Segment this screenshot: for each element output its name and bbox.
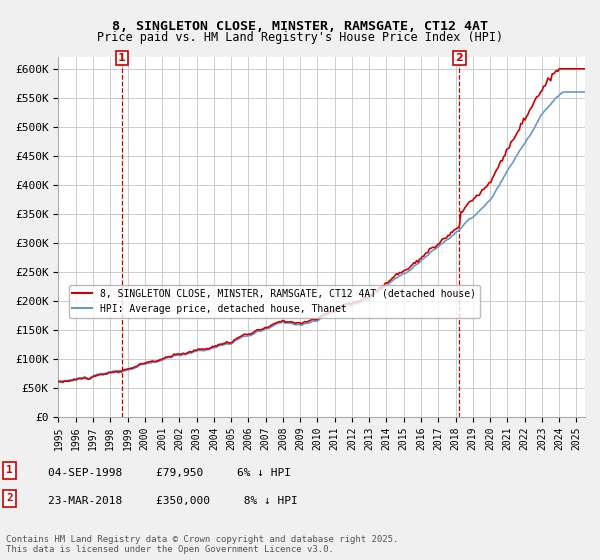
Text: 1: 1 — [118, 53, 126, 63]
Text: 23-MAR-2018     £350,000     8% ↓ HPI: 23-MAR-2018 £350,000 8% ↓ HPI — [48, 496, 298, 506]
Legend: 8, SINGLETON CLOSE, MINSTER, RAMSGATE, CT12 4AT (detached house), HPI: Average p: 8, SINGLETON CLOSE, MINSTER, RAMSGATE, C… — [68, 285, 479, 318]
Text: Price paid vs. HM Land Registry's House Price Index (HPI): Price paid vs. HM Land Registry's House … — [97, 31, 503, 44]
Text: 1: 1 — [6, 465, 13, 475]
Text: 8, SINGLETON CLOSE, MINSTER, RAMSGATE, CT12 4AT: 8, SINGLETON CLOSE, MINSTER, RAMSGATE, C… — [112, 20, 488, 32]
Text: 2: 2 — [455, 53, 463, 63]
Text: Contains HM Land Registry data © Crown copyright and database right 2025.
This d: Contains HM Land Registry data © Crown c… — [6, 535, 398, 554]
Text: 04-SEP-1998     £79,950     6% ↓ HPI: 04-SEP-1998 £79,950 6% ↓ HPI — [48, 468, 291, 478]
Text: 2: 2 — [6, 493, 13, 503]
